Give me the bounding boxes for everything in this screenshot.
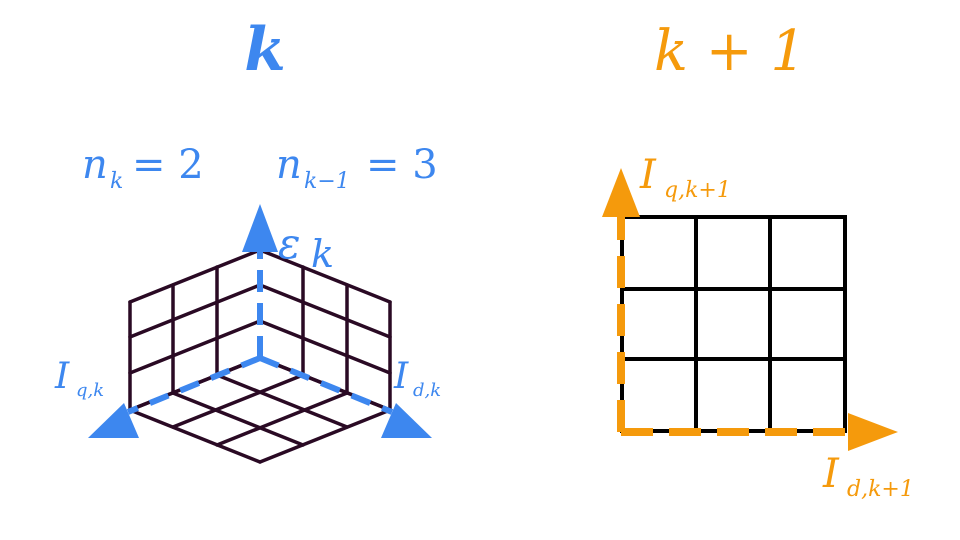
id-k-arrowhead xyxy=(381,403,432,438)
n-k-minus-1-label: n k−1 = 3 xyxy=(276,142,438,194)
svg-text:I: I xyxy=(54,356,70,397)
id-k-label: I d,k xyxy=(393,356,441,401)
id-k-plus-1-axis xyxy=(621,413,898,451)
square-grid xyxy=(620,215,847,433)
epsilon-label: ε k xyxy=(278,219,334,276)
svg-text:q,k: q,k xyxy=(76,380,104,401)
iq-k-axis xyxy=(88,355,262,438)
svg-text:= 2: = 2 xyxy=(132,142,204,188)
iq-k-label: I q,k xyxy=(54,356,104,401)
left-title: k xyxy=(244,15,286,85)
svg-text:I: I xyxy=(639,152,657,198)
svg-text:n: n xyxy=(276,142,302,188)
iq-k-plus-1-arrowhead xyxy=(602,168,640,217)
svg-text:I: I xyxy=(393,356,409,397)
svg-text:k: k xyxy=(110,169,123,194)
svg-text:k: k xyxy=(311,232,334,276)
svg-text:n: n xyxy=(82,142,108,188)
epsilon-axis xyxy=(242,204,278,358)
id-k-plus-1-label: I d,k+1 xyxy=(822,451,914,502)
svg-text:k−1: k−1 xyxy=(304,169,350,194)
svg-text:ε: ε xyxy=(278,219,301,268)
n-k-label: n k = 2 xyxy=(82,142,204,194)
id-k-axis xyxy=(258,355,432,438)
right-title: k + 1 xyxy=(654,19,806,84)
iq-k-arrowhead xyxy=(88,403,139,438)
svg-text:q,k+1: q,k+1 xyxy=(664,178,731,203)
iq-k-plus-1-label: I q,k+1 xyxy=(639,152,731,203)
svg-text:d,k: d,k xyxy=(413,380,441,401)
isometric-grid xyxy=(128,248,392,464)
epsilon-arrowhead xyxy=(242,204,278,252)
iq-k-plus-1-axis xyxy=(602,168,640,432)
svg-text:= 3: = 3 xyxy=(366,142,438,188)
svg-text:d,k+1: d,k+1 xyxy=(847,477,914,502)
id-k-plus-1-arrowhead xyxy=(848,413,898,451)
svg-text:I: I xyxy=(822,451,840,497)
